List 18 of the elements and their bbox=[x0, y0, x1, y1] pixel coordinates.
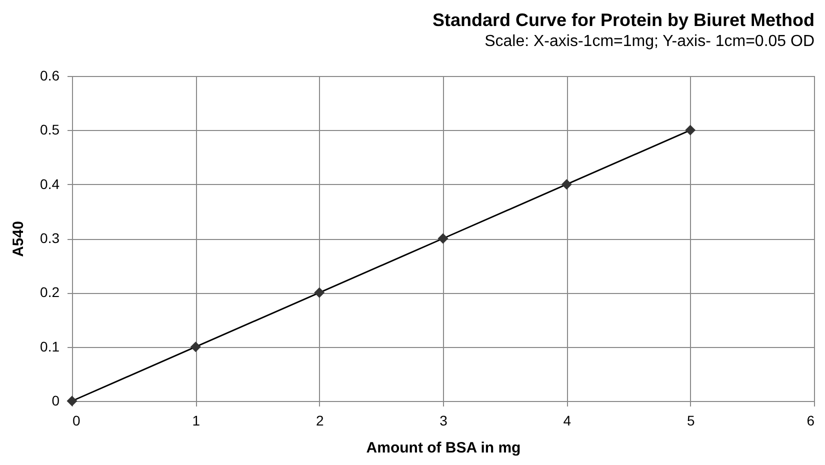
y-tick-label: 0.3 bbox=[40, 230, 60, 246]
y-tick-label: 0 bbox=[52, 392, 60, 408]
x-axis-title: Amount of BSA in mg bbox=[366, 440, 521, 456]
x-tick-label: 4 bbox=[563, 412, 572, 428]
y-tick-label: 0.1 bbox=[40, 338, 60, 354]
y-tick-label: 0.5 bbox=[40, 122, 60, 138]
x-tick-label: 2 bbox=[316, 412, 324, 428]
chart-subtitle: Scale: X-axis-1cm=1mg; Y-axis- 1cm=0.05 OD bbox=[484, 33, 814, 50]
y-tick-label: 0.4 bbox=[40, 176, 60, 192]
x-tick-label: 3 bbox=[440, 412, 448, 428]
x-tick-label: 5 bbox=[686, 412, 695, 428]
x-tick-label: 0 bbox=[72, 412, 80, 428]
chart-title: Standard Curve for Protein by Biuret Method bbox=[432, 10, 814, 30]
x-tick-label: 6 bbox=[806, 412, 815, 428]
y-tick-label: 0.2 bbox=[40, 284, 60, 300]
y-tick-label: 0.6 bbox=[40, 68, 60, 84]
x-tick-label: 1 bbox=[192, 412, 200, 428]
y-axis-title: A540 bbox=[10, 221, 28, 257]
